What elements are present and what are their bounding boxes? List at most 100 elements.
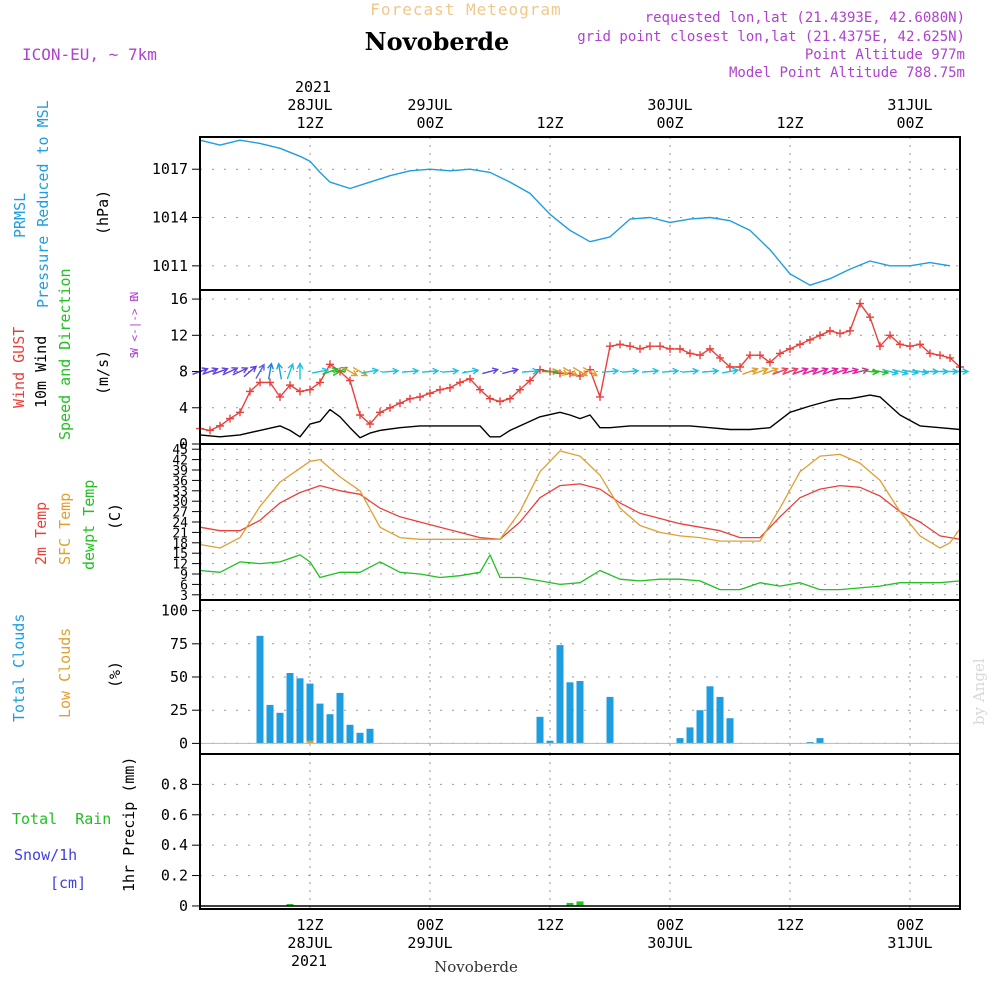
cloud-bar [256,635,264,744]
gust-marker [766,358,774,367]
gust-marker [276,392,284,401]
panel-4: 0 25 50 75 100 [161,600,960,754]
wind-arrow [721,367,740,375]
wind-arrow [832,367,849,375]
y-tick-label: 15 [172,547,188,562]
wind-arrow [681,367,700,375]
y-tick-label: 0.4 [161,836,188,854]
cloud-bar [306,683,314,744]
gust-marker [516,385,524,394]
y-tick-label: 33 [172,485,188,500]
footer-location: Novoberde [434,958,518,976]
top-hour-label: 00Z [416,114,443,132]
bottom-date-label: 28JUL [287,934,332,952]
wind-arrow [782,367,799,375]
gust-marker [326,360,334,369]
gust-marker [806,335,814,344]
series-line [199,554,961,591]
cloud-bar [716,696,724,744]
gust-marker [896,340,904,349]
cloud-bar [726,718,734,744]
cloud-bar [336,692,344,744]
top-date-label: 30JUL [647,96,692,114]
gust-marker [376,408,384,417]
top-hour-label: 12Z [536,114,563,132]
gust-marker [716,353,724,362]
wind-arrow [381,367,400,375]
top-hour-label: 12Z [776,114,803,132]
gust-marker [446,383,454,392]
wind-label: 10m Wind [32,336,50,408]
cloud-bar [696,710,704,744]
gust-marker [946,353,954,362]
y-tick-label: 0.6 [161,806,188,824]
cloud-bar [576,681,584,744]
top-hour-label: 12Z [296,114,323,132]
panel-2: 0 4 8 12 16 [170,290,960,453]
snow-unit: [cm] [50,874,86,892]
precip-bar [566,902,574,906]
series-line [199,394,961,439]
gust-marker [776,349,784,358]
dew-label: dewpt Temp [80,480,98,570]
gust-marker [426,389,434,398]
y-tick-label: 30 [172,495,188,510]
point-altitude: Point Altitude 977m [805,47,965,63]
y-tick-label: 3 [180,589,188,604]
compass-n: N [128,292,141,299]
gust-marker [316,378,324,387]
gust-marker [916,340,924,349]
gust-marker [616,340,624,349]
pressure-panel-labels: PRMSL Pressure Reduced to MSL (hPa) [11,100,112,308]
precip-axis-label: 1hr Precip (mm) [120,757,138,892]
wind-unit: (m/s) [94,350,112,395]
wind-arrow [243,365,258,378]
wind-arrow [222,367,239,376]
wind-arrow [661,367,680,375]
gust-marker [636,344,644,353]
cloud-bar [806,742,814,744]
gust-marker [726,363,734,371]
cloud-panel-labels: Total Clouds Low Clouds (%) [10,614,124,722]
snow-label: Snow/1h [14,846,77,864]
top-year: 2021 [295,78,331,96]
panel-frame [199,289,961,445]
wind-arrow [812,367,829,375]
bottom-hour-label: 12Z [296,916,323,934]
cloud-bar [266,704,274,744]
gust-marker [626,342,634,351]
low-clouds-label: Low Clouds [56,628,74,718]
wind-arrow [641,367,660,375]
panel-frame [199,443,961,601]
gust-marker [696,351,704,360]
y-tick-label: 12 [172,558,188,573]
gust-marker [836,329,844,338]
wind-arrow [701,367,720,375]
cloud-bar [566,682,574,744]
gust-marker [886,331,894,340]
prmsl-unit: (hPa) [94,190,112,235]
gust-marker [786,344,794,353]
gust-marker [596,392,604,401]
y-tick-label: 8 [179,363,188,381]
wind-arrow [342,366,359,377]
bottom-date-label: 31JUL [887,934,932,952]
gust-marker [496,397,504,406]
y-tick-label: 36 [172,474,188,489]
gust-marker [436,385,444,394]
gust-marker [306,385,314,394]
wind-arrow [482,367,500,375]
top-date-label: 29JUL [407,96,452,114]
y-tick-label: 0 [179,897,188,915]
y-tick-label: 12 [170,326,188,344]
dir-label: Speed and Direction [56,268,74,440]
plot-area: 1011101410170481216369121518212427303336… [152,136,970,915]
wind-arrow [752,367,769,375]
wind-arrow [461,367,480,375]
gust-marker [406,394,414,403]
y-tick-label: 4 [179,399,188,417]
y-tick-label: 1014 [152,209,188,227]
wind-arrow [286,362,295,380]
